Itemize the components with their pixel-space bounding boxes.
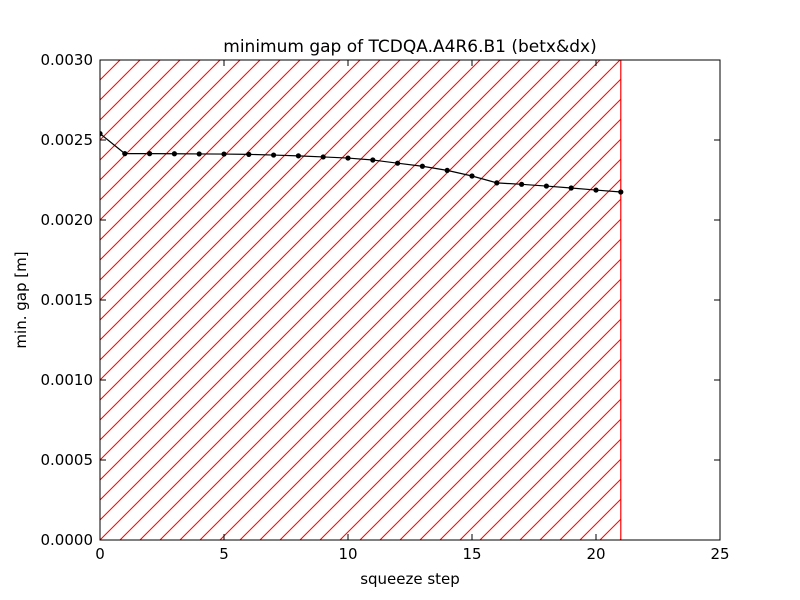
hatched-region: [100, 60, 621, 540]
data-point: [320, 154, 326, 160]
series-line: [100, 133, 621, 193]
y-axis-ticks: 0.0000 0.0005 0.0010 0.0015 0.0020 0.0025 0.00…: [41, 51, 720, 549]
y-tick-label: 0.0005: [41, 451, 94, 469]
x-axis-label: squeeze step: [360, 570, 460, 588]
x-tick-label: 5: [219, 545, 229, 563]
x-tick-label: 0: [95, 545, 105, 563]
data-point: [295, 153, 301, 159]
y-tick-label: 0.0020: [41, 211, 94, 229]
data-point: [519, 181, 525, 187]
data-point: [543, 183, 550, 189]
data-point: [469, 173, 475, 179]
data-point: [221, 151, 227, 157]
chart-title: minimum gap of TCDQA.A4R6.B1 (betx&dx): [223, 37, 596, 57]
y-tick-label: 0.0030: [41, 51, 94, 69]
data-point: [618, 189, 624, 195]
data-point: [568, 185, 574, 191]
data-point: [171, 151, 177, 157]
data-point: [395, 160, 401, 166]
y-tick-label: 0.0025: [41, 131, 94, 149]
y-tick-label: 0.0015: [41, 291, 94, 309]
series-layer: [100, 131, 624, 195]
data-point: [444, 167, 450, 173]
y-axis-label: min. gap [m]: [12, 251, 30, 348]
data-point: [122, 151, 128, 157]
data-point: [147, 151, 153, 157]
data-point: [345, 155, 351, 161]
x-tick-label: 20: [586, 545, 605, 563]
data-point: [419, 163, 425, 169]
data-point: [100, 131, 103, 137]
x-tick-label: 15: [462, 545, 481, 563]
data-point: [196, 151, 202, 157]
x-axis-ticks: 0 5 10 15 20 25: [95, 60, 730, 563]
y-tick-label: 0.0000: [41, 531, 94, 549]
data-point: [271, 152, 277, 158]
x-tick-label: 25: [710, 545, 729, 563]
data-point: [494, 180, 500, 186]
data-point: [593, 187, 599, 193]
hatched-region-layer: [100, 60, 622, 540]
data-point: [370, 157, 376, 163]
x-tick-label: 10: [338, 545, 357, 563]
data-point: [246, 151, 252, 157]
y-tick-label: 0.0010: [41, 371, 94, 389]
